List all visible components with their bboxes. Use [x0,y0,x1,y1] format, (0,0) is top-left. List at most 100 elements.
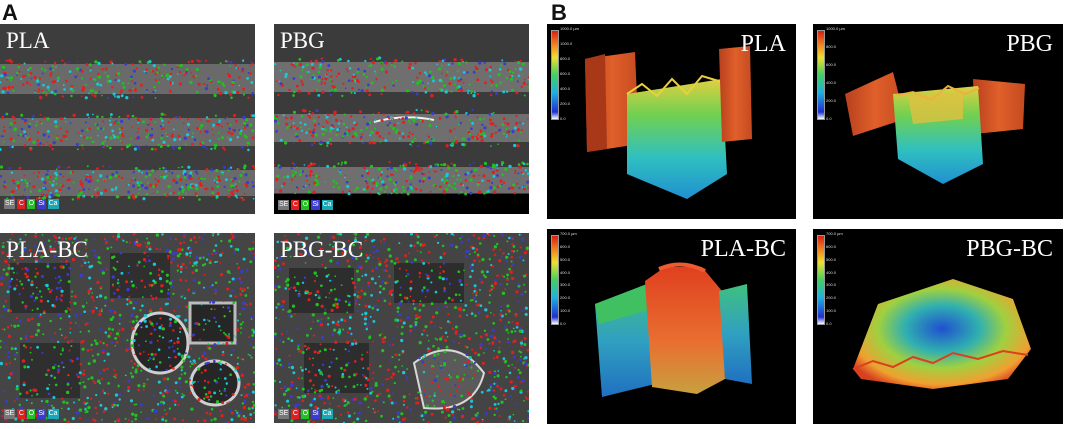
eds-dot [481,179,484,182]
eds-dot [167,121,170,124]
eds-dot [500,64,503,67]
eds-dot [419,300,422,303]
eds-dot [86,113,90,117]
eds-dot [238,76,241,79]
legend-si: Si [37,199,46,209]
eds-dot [298,173,302,177]
eds-dot [167,288,170,291]
eds-dot [170,285,174,288]
eds-dot [424,410,428,414]
eds-dot [236,136,239,139]
eds-dot [308,112,311,115]
eds-dot [320,335,325,340]
eds-dot [176,337,180,340]
eds-dot [492,186,496,190]
eds-dot [10,277,14,281]
eds-dot [309,327,313,330]
eds-dot [484,308,488,312]
eds-dot [353,412,356,415]
eds-dot [172,329,175,332]
eds-dot [9,122,13,126]
eds-dot [478,260,481,263]
eds-dot [313,142,316,144]
legend-c: C [17,199,26,209]
eds-dot [481,361,485,365]
eds-dot [345,340,350,344]
eds-dot [307,70,310,74]
eds-dot [34,245,37,248]
eds-dot [285,246,290,251]
eds-dot [124,374,127,377]
eds-dot [327,395,330,398]
eds-dot [419,119,422,123]
eds-dot [148,60,152,64]
eds-dot [249,343,252,347]
eds-dot [504,288,507,291]
eds-dot [160,74,164,78]
eds-dot [134,369,138,373]
eds-dot [370,294,373,297]
eds-dot [244,394,249,398]
eds-dot [176,264,180,267]
eds-dot [524,306,528,310]
tick: 0.0 [826,320,832,326]
eds-dot [335,305,339,309]
eds-dot [61,397,64,400]
eds-dot [131,320,135,324]
eds-dot [335,322,339,326]
eds-dot [249,354,251,357]
eds-dot [331,385,334,388]
eds-dot [96,72,100,76]
eds-dot [104,241,108,245]
eds-dot [84,178,88,181]
eds-dot [19,406,23,410]
eds-dot [227,194,231,199]
eds-dot [13,400,16,403]
eds-dot [58,188,62,192]
eds-dot [43,181,47,184]
eds-dot [16,262,19,265]
eds-dot [176,391,179,394]
eds-dot [496,274,499,278]
eds-dot [162,124,164,126]
sem-image-pbg [274,24,529,214]
eds-dot [500,309,502,312]
eds-dot [281,300,286,304]
eds-dot [213,93,217,98]
eds-dot [346,184,350,189]
eds-dot [512,366,515,369]
eds-dot [61,349,65,352]
eds-dot [508,164,512,169]
eds-dot [174,355,177,359]
eds-dot [294,132,298,136]
eds-dot [501,123,505,127]
eds-dot [326,144,329,147]
eds-dot [64,117,66,119]
eds-dot [135,242,139,246]
eds-dot [519,326,522,330]
eds-dot [310,242,313,245]
eds-dot [23,365,27,369]
eds-dot [375,304,378,307]
eds-dot [35,124,38,127]
eds-dot [502,252,505,255]
tick: 200.0 [826,98,837,103]
eds-dot [505,375,508,379]
eds-dot [363,322,367,326]
eds-dot [210,147,213,151]
eds-dot [117,279,120,281]
eds-dot [473,168,477,172]
eds-dot [251,129,255,133]
eds-dot [251,114,255,118]
eds-dot [520,234,523,237]
eds-dot [284,280,288,283]
eds-dot [2,126,5,129]
eds-dot [7,264,11,267]
eds-dot [391,190,393,192]
eds-dot [477,311,481,315]
eds-dot [191,264,195,268]
eds-dot [82,369,85,372]
eds-dot [466,361,470,364]
eds-dot [277,264,280,267]
eds-dot [313,397,317,401]
